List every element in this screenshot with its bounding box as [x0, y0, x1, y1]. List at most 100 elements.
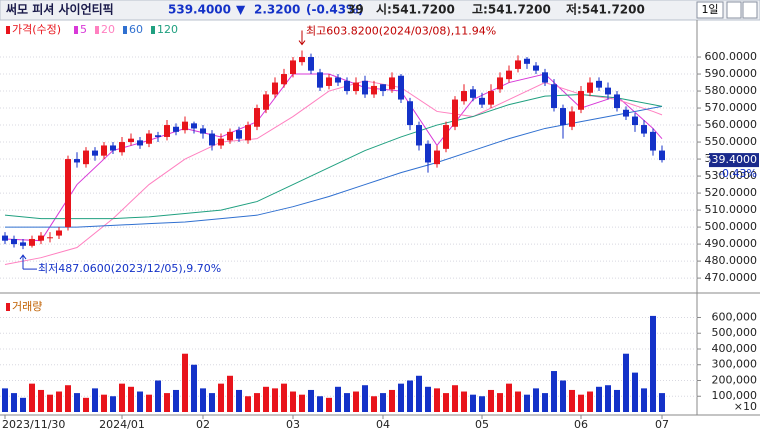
settings-button[interactable]	[726, 1, 742, 19]
volume-bar	[488, 389, 494, 412]
high: 고:541.7200	[472, 3, 551, 17]
candle-body	[335, 77, 341, 83]
candle-body	[596, 80, 602, 88]
candle-body	[515, 60, 521, 69]
volume-bar	[560, 380, 566, 412]
volume-bar	[641, 388, 647, 412]
candle-body	[398, 75, 404, 100]
candle-body	[182, 121, 188, 131]
volume-bar	[146, 394, 152, 412]
low: 저:541.7200	[566, 2, 645, 17]
volume-bar	[74, 393, 80, 412]
candle-body	[344, 80, 350, 92]
candle-body	[74, 159, 80, 163]
y-tick-label: 490.0000	[705, 237, 758, 250]
x-tick-label: 06	[574, 418, 588, 431]
period-button[interactable]	[696, 1, 724, 19]
x-tick-label: 05	[475, 418, 489, 431]
candle-body	[461, 91, 467, 102]
legend-swatch	[6, 26, 10, 34]
candle-body	[236, 130, 242, 139]
candle-body	[263, 94, 269, 110]
legend-label: 가격(수정)	[12, 23, 61, 36]
y-tick-label: 590.0000	[705, 67, 758, 80]
volume-bar	[263, 386, 269, 412]
annotation: 최저487.0600(2023/12/05),9.70%	[38, 262, 221, 275]
change-pct: (-0.43%)	[306, 3, 364, 17]
y-tick-label: 470.0000	[705, 271, 758, 284]
candle-body	[443, 125, 449, 149]
volume-bar	[533, 388, 539, 412]
x-tick-label: 2023/11/30	[2, 418, 65, 431]
volume-bar	[650, 315, 656, 412]
candle-body	[578, 91, 584, 110]
legend-label: 120	[157, 23, 178, 36]
candle-body	[326, 77, 332, 86]
candle-body	[119, 142, 125, 153]
volume-bar	[344, 393, 350, 412]
candle-body	[425, 143, 431, 163]
close-button[interactable]	[742, 1, 758, 19]
legend-swatch	[95, 26, 99, 34]
volume-bar	[389, 389, 395, 412]
volume-bar	[182, 353, 188, 412]
candle-body	[191, 123, 197, 129]
volume-bar	[56, 391, 62, 412]
volume-bar	[479, 396, 485, 412]
legend-label: 5	[80, 23, 87, 36]
volume-bar	[254, 393, 260, 412]
volume-bar	[569, 389, 575, 412]
period-label[interactable]: 1일	[701, 2, 718, 16]
volume-bar	[632, 372, 638, 412]
volume-bar	[272, 388, 278, 412]
x-tick-label: 02	[196, 418, 210, 431]
candle-body	[353, 82, 359, 92]
volume-bar	[497, 393, 503, 412]
candle-body	[434, 150, 440, 165]
candle-body	[2, 235, 8, 241]
candle-body	[11, 238, 17, 245]
volume-bar	[38, 389, 44, 412]
volume-bar	[299, 394, 305, 412]
candle-body	[389, 77, 395, 90]
candle-body	[407, 101, 413, 126]
y-tick-label: 510.0000	[705, 203, 758, 216]
y-tick-label: 530.0000	[705, 169, 758, 182]
candle-body	[272, 82, 278, 95]
y-tick-label: 300,000	[712, 358, 758, 371]
legend-swatch	[123, 26, 127, 34]
volume-bar	[542, 393, 548, 412]
candle-body	[452, 99, 458, 127]
candle-body	[542, 72, 548, 83]
y-tick-label: 580.0000	[705, 84, 758, 97]
candle-body	[56, 230, 62, 236]
volume-bar	[317, 396, 323, 412]
last-change-label: -0.43%	[718, 167, 757, 180]
open: 시:541.7200	[376, 3, 455, 17]
volume-bar	[551, 371, 557, 412]
candle-body	[560, 108, 566, 126]
last-price-label: 539.4000	[705, 153, 758, 166]
candle-body	[200, 128, 206, 134]
volume-bar	[335, 386, 341, 412]
volume-bar	[425, 386, 431, 412]
volume-bar	[398, 383, 404, 412]
volume-bar	[191, 364, 197, 412]
candle-body	[164, 125, 170, 137]
volume-bar	[101, 394, 107, 412]
annotation-arrow	[19, 254, 27, 270]
y-tick-label: 570.0000	[705, 101, 758, 114]
candle-body	[101, 145, 107, 156]
candle-body	[623, 109, 629, 117]
candle-body	[497, 77, 503, 90]
x-tick-label: 07	[655, 418, 669, 431]
volume-bar	[353, 391, 359, 412]
volume-bar	[524, 394, 530, 412]
legend-swatch	[6, 303, 10, 311]
volume-bar	[614, 389, 620, 412]
volume-bar	[362, 385, 368, 412]
volume-bar	[281, 383, 287, 412]
y-tick-label: 520.0000	[705, 186, 758, 199]
